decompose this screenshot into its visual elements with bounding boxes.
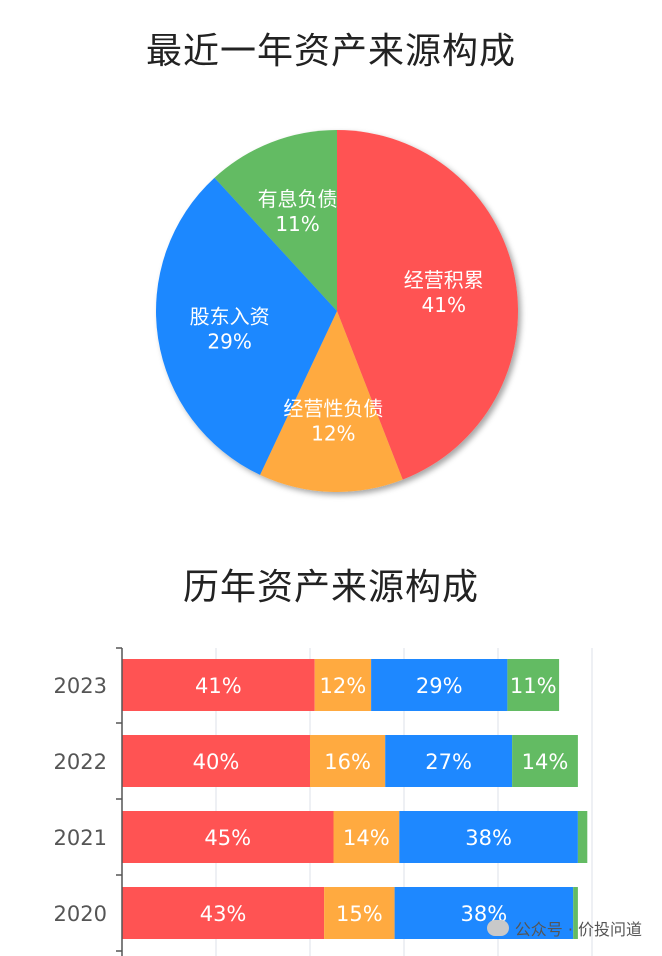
bar-chart-title: 历年资产来源构成 [182, 567, 479, 608]
bar-segment [385, 735, 513, 787]
pie-slice [214, 130, 337, 311]
bar-value-label: 29% [416, 674, 463, 698]
bar-segment [573, 887, 578, 939]
pie-slice-label: 股东入资 [190, 304, 270, 328]
bar-segment [122, 887, 325, 939]
pie-slice-label: 有息负债 [258, 187, 338, 211]
pie-slice [260, 311, 403, 493]
bar-value-label: 15% [336, 902, 383, 926]
bar-segment [371, 659, 508, 711]
bar-value-label: 14% [522, 750, 569, 774]
watermark-text: 公众号 · 价投问道 [514, 920, 642, 939]
bar-segment [399, 811, 578, 863]
bar-segment [394, 887, 574, 939]
pie-slice-value: 12% [311, 422, 355, 446]
category-tick-label: 2023 [54, 674, 107, 698]
pie-group [156, 130, 519, 493]
watermark: 公众号 · 价投问道 [486, 916, 642, 940]
bar-segment [122, 811, 334, 863]
bar-segment [122, 735, 310, 787]
bar-segment [310, 735, 386, 787]
bar-value-label: 45% [204, 826, 251, 850]
pie-slice [337, 130, 519, 480]
pie-slice-value: 29% [207, 329, 251, 353]
bar-value-label: 41% [195, 674, 242, 698]
bar-value-label: 43% [200, 902, 247, 926]
category-tick-label: 2020 [54, 902, 107, 926]
bar-segment [512, 735, 578, 787]
bar-segment [324, 887, 395, 939]
pie-chart-title: 最近一年资产来源构成 [145, 31, 516, 72]
bar-value-label: 11% [510, 674, 557, 698]
wechat-icon [486, 920, 509, 936]
bar-value-label: 16% [324, 750, 371, 774]
bar-segment [122, 659, 315, 711]
bar-value-label: 14% [343, 826, 390, 850]
pie-slice [156, 177, 337, 475]
bar-value-label: 40% [193, 750, 240, 774]
pie-slice-label: 经营积累 [404, 268, 484, 292]
pie-slice-value: 11% [275, 212, 319, 236]
bar-segment [507, 659, 560, 711]
bar-value-label: 38% [465, 826, 512, 850]
category-tick-label: 2022 [54, 750, 107, 774]
pie-slice-value: 41% [422, 293, 466, 317]
category-tick-label: 2021 [54, 826, 107, 850]
bar-value-label: 27% [425, 750, 472, 774]
bar-value-label: 12% [320, 674, 367, 698]
bar-segment [577, 811, 588, 863]
bar-segment [333, 811, 400, 863]
pie-slice-label: 经营性负债 [283, 397, 383, 421]
bar-segment [314, 659, 372, 711]
